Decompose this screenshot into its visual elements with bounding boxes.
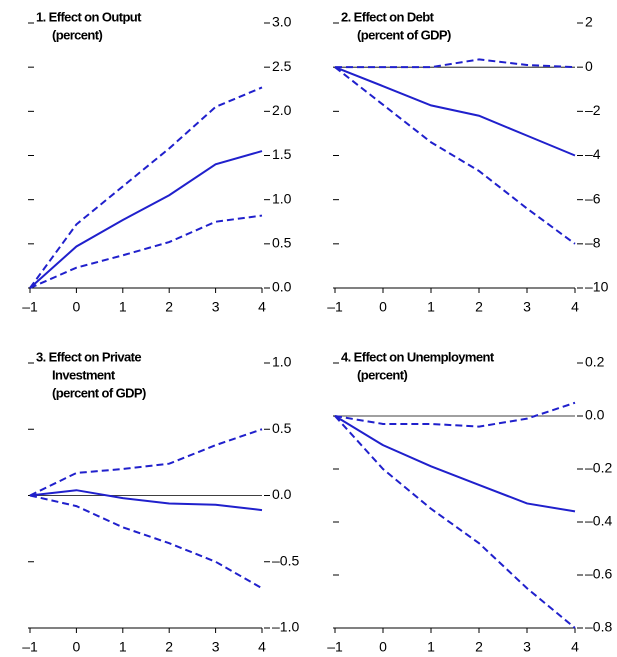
band-line (334, 401, 576, 428)
chart-title: (percent) (52, 27, 102, 42)
chart-title: 2. Effect on Debt (341, 9, 435, 24)
y-tick-label: –0.5 (272, 552, 299, 568)
estimate-line (334, 415, 576, 513)
chart-title: Investment (52, 367, 116, 382)
y-tick-label: 0.0 (585, 407, 605, 423)
x-tick-label: 3 (523, 299, 531, 315)
y-tick-label: 0.0 (272, 279, 292, 295)
y-tick-label: –0.4 (585, 513, 612, 529)
chart-title: 4. Effect on Unemployment (341, 349, 495, 364)
band-line (334, 66, 576, 245)
y-tick-label: –10 (585, 279, 609, 295)
x-tick-label: –1 (327, 639, 343, 652)
chart-title: 1. Effect on Output (36, 9, 142, 24)
y-tick-label: –8 (585, 235, 601, 251)
x-tick-label: 0 (379, 299, 387, 315)
estimate-line (29, 150, 263, 289)
y-tick-label: –0.2 (585, 460, 612, 476)
x-tick-label: 2 (475, 299, 483, 315)
y-tick-label: 2.0 (272, 102, 292, 118)
y-tick-label: 2.5 (272, 58, 292, 74)
x-tick-label: 4 (258, 639, 266, 652)
estimate-line (29, 489, 263, 512)
chart-title: (percent) (357, 367, 407, 382)
y-tick-label: –1.0 (272, 619, 299, 635)
x-tick-label: 1 (427, 299, 435, 315)
band-line (29, 86, 263, 289)
y-tick-label: 1.0 (272, 190, 292, 206)
x-tick-label: 1 (119, 299, 127, 315)
band-line (29, 214, 263, 289)
y-tick-label: 3.0 (272, 14, 292, 30)
chart-title: (percent of GDP) (357, 27, 451, 42)
y-tick-label: –0.6 (585, 566, 612, 582)
y-tick-label: –2 (585, 102, 601, 118)
x-tick-label: 2 (165, 299, 173, 315)
x-tick-label: 0 (73, 639, 81, 652)
x-tick-label: 1 (427, 639, 435, 652)
x-tick-label: –1 (22, 299, 38, 315)
y-tick-label: –4 (585, 146, 601, 162)
x-tick-label: 2 (475, 639, 483, 652)
y-tick-label: 0.5 (272, 235, 292, 251)
x-tick-label: 2 (165, 639, 173, 652)
chart-title: (percent of GDP) (52, 385, 146, 400)
x-tick-label: 3 (212, 299, 220, 315)
x-tick-label: 4 (571, 639, 579, 652)
x-tick-label: 0 (379, 639, 387, 652)
y-tick-label: 0.0 (272, 486, 292, 502)
chart-title: 3. Effect on Private (36, 349, 141, 364)
x-tick-label: 4 (258, 299, 266, 315)
x-tick-label: 4 (571, 299, 579, 315)
band-line (29, 494, 263, 590)
x-tick-label: 1 (119, 639, 127, 652)
y-tick-label: 0.2 (585, 354, 605, 370)
x-tick-label: –1 (327, 299, 343, 315)
band-line (334, 415, 576, 629)
x-tick-label: –1 (22, 639, 38, 652)
y-tick-label: 1.5 (272, 146, 292, 162)
y-tick-label: –6 (585, 190, 601, 206)
y-tick-label: 0 (585, 58, 593, 74)
y-tick-label: –0.8 (585, 619, 612, 635)
y-tick-label: 0.5 (272, 420, 292, 436)
x-tick-label: 3 (523, 639, 531, 652)
y-tick-label: 2 (585, 14, 593, 30)
x-tick-label: 3 (212, 639, 220, 652)
band-line (335, 58, 576, 69)
band-line (29, 428, 263, 497)
estimate-line (334, 66, 576, 157)
x-tick-label: 0 (73, 299, 81, 315)
y-tick-label: 1.0 (272, 354, 292, 370)
